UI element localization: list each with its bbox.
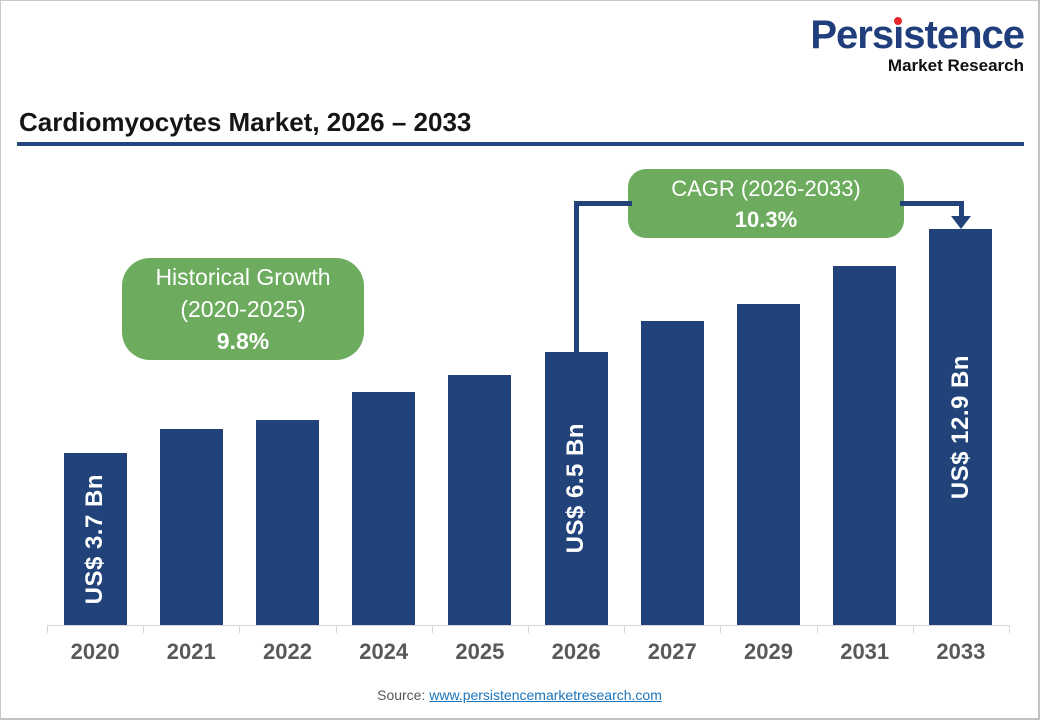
page-title: Cardiomyocytes Market, 2026 – 2033 bbox=[19, 107, 472, 137]
axis-tick bbox=[816, 625, 818, 633]
source-prefix: Source: bbox=[377, 687, 430, 703]
axis-tick bbox=[624, 625, 626, 633]
historical-growth-value: 9.8% bbox=[216, 328, 270, 354]
bar-2026: US$ 6.5 Bn bbox=[544, 352, 608, 625]
axis-tick bbox=[335, 625, 337, 633]
bar-2031 bbox=[833, 266, 897, 625]
x-axis-label-2020: 2020 bbox=[70, 639, 120, 664]
brand-logo: Persı stence Market Research bbox=[810, 13, 1025, 75]
x-axis-label-2033: 2033 bbox=[936, 639, 986, 664]
title-underline bbox=[17, 142, 1024, 146]
cagr-connector-right-vertical bbox=[959, 201, 964, 218]
bar-2025 bbox=[448, 375, 512, 625]
axis-tick bbox=[143, 625, 145, 633]
logo-word-start: Pers bbox=[810, 13, 894, 57]
cagr-value: 10.3% bbox=[734, 206, 798, 232]
bar-value-label: US$ 3.7 Bn bbox=[81, 473, 109, 605]
source-line: Source: www.persistencemarketresearch.co… bbox=[1, 687, 1038, 703]
bar-2029 bbox=[737, 304, 800, 625]
bar-2020: US$ 3.7 Bn bbox=[63, 453, 127, 625]
axis-tick bbox=[912, 625, 914, 633]
logo-letter-i: ı bbox=[893, 13, 904, 57]
x-axis-label-2027: 2027 bbox=[647, 639, 697, 664]
axis-tick bbox=[431, 625, 433, 633]
bar-value-label: US$ 6.5 Bn bbox=[562, 423, 590, 554]
bar-2021 bbox=[159, 429, 223, 625]
axis-tick bbox=[47, 625, 48, 633]
x-axis-label-2026: 2026 bbox=[551, 639, 601, 664]
historical-growth-callout: Historical Growth (2020-2025) 9.8% bbox=[122, 258, 364, 360]
logo-word-end: stence bbox=[903, 13, 1025, 57]
axis-tick bbox=[1009, 625, 1010, 633]
brand-logo-subtitle: Market Research bbox=[887, 56, 1024, 75]
historical-growth-line1: Historical Growth bbox=[155, 264, 331, 290]
cagr-arrow-down-icon bbox=[951, 216, 971, 229]
bar-2033: US$ 12.9 Bn bbox=[929, 229, 993, 625]
source-link[interactable]: www.persistencemarketresearch.com bbox=[429, 687, 662, 703]
historical-growth-line2: (2020-2025) bbox=[180, 296, 306, 322]
cagr-connector-left-vertical bbox=[574, 201, 579, 352]
x-axis-label-2021: 2021 bbox=[166, 639, 216, 664]
brand-logo-wordmark: Persı stence bbox=[810, 13, 1025, 57]
x-axis-label-2025: 2025 bbox=[455, 639, 505, 664]
x-axis-label-2031: 2031 bbox=[840, 639, 890, 664]
x-axis-label-2022: 2022 bbox=[263, 639, 312, 664]
bar-value-label: US$ 12.9 Bn bbox=[946, 354, 974, 500]
axis-tick bbox=[239, 625, 241, 633]
cagr-connector-right-horizontal bbox=[900, 201, 962, 206]
cagr-callout: CAGR (2026-2033) 10.3% bbox=[628, 169, 904, 238]
axis-tick bbox=[528, 625, 529, 633]
logo-red-dot-icon bbox=[894, 17, 903, 25]
axis-tick bbox=[720, 625, 722, 633]
x-axis-label-2024: 2024 bbox=[359, 639, 409, 664]
x-axis-label-2029: 2029 bbox=[744, 639, 793, 664]
bar-2024 bbox=[352, 392, 416, 625]
bar-2022 bbox=[256, 420, 319, 625]
cagr-line1: CAGR (2026-2033) bbox=[671, 175, 861, 201]
cagr-connector-left-horizontal bbox=[574, 201, 632, 206]
bar-2027 bbox=[640, 321, 704, 625]
